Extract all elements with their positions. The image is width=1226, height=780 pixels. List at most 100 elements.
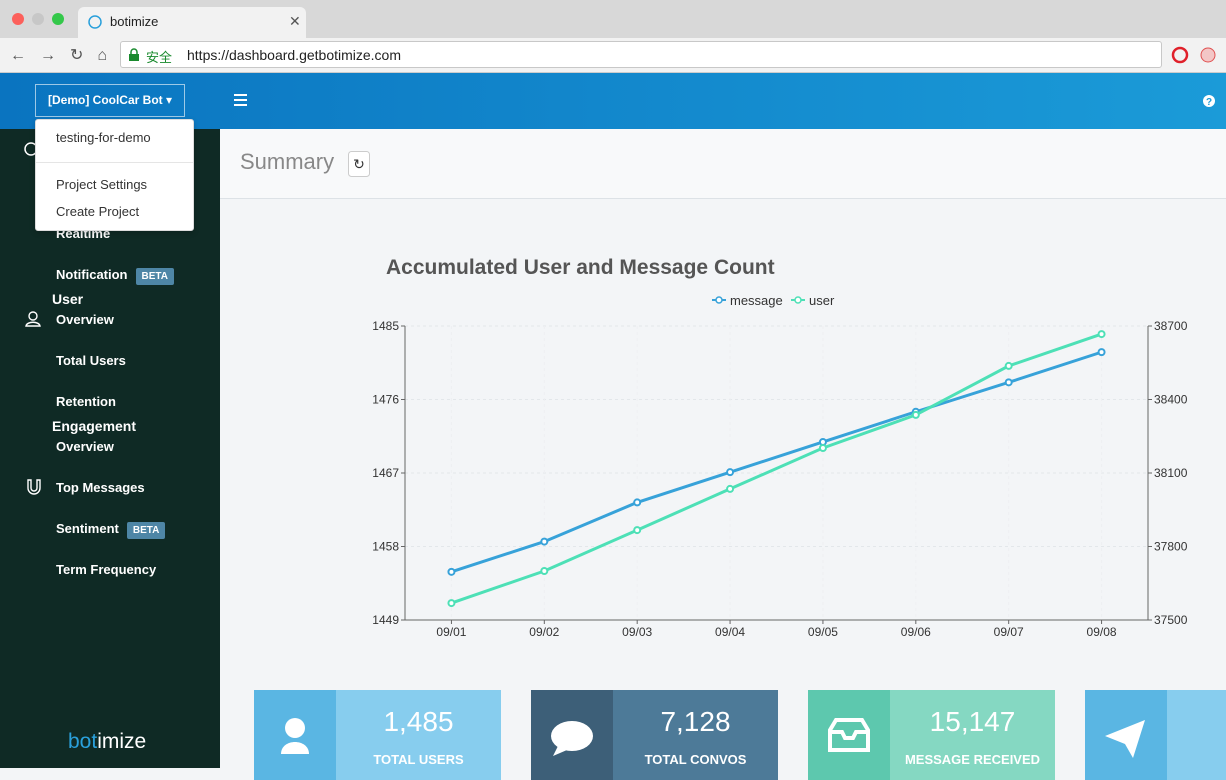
y2-tick-label: 38700 (1154, 319, 1188, 333)
dropdown-item[interactable]: testing-for-demo (56, 130, 151, 145)
data-point (818, 437, 827, 446)
stat-icon-graphic (281, 718, 309, 754)
stat-label: MESSAGE RECEIVED (904, 752, 1041, 767)
svg-text:↻: ↻ (353, 156, 365, 172)
y2-tick-label: 38400 (1154, 393, 1188, 407)
stat-value: 23 (1167, 706, 1226, 738)
sidebar-item[interactable]: Top Messages (56, 480, 145, 495)
sidebar-label: Total Users (56, 353, 126, 368)
sidebar (0, 129, 220, 768)
series-line (450, 332, 1103, 605)
x-tick-label: 09/02 (529, 625, 559, 639)
sidebar-label: Top Messages (56, 480, 145, 495)
stat-card[interactable]: 23 MES (1085, 690, 1226, 780)
data-point (818, 444, 827, 453)
data-point (726, 468, 735, 477)
sidebar-item[interactable]: Sentiment BETA (56, 521, 166, 539)
series-line (450, 350, 1103, 574)
y-tick-label: 1449 (372, 613, 399, 627)
browser-tab[interactable] (78, 7, 306, 38)
help-icon[interactable]: ? (1202, 94, 1216, 108)
stat-icon-graphic (1105, 720, 1145, 758)
y-tick-label: 1485 (372, 319, 399, 333)
summary-bar (220, 129, 1226, 199)
sidebar-label: Term Frequency (56, 562, 157, 577)
dropdown-item[interactable]: Project Settings (56, 177, 148, 192)
stat-label: TOTAL USERS (373, 752, 464, 767)
x-tick-label: 09/03 (622, 625, 652, 639)
data-point (447, 567, 456, 576)
window-controls (12, 13, 64, 25)
legend-marker (715, 296, 723, 304)
sidebar-item[interactable]: Overview (56, 439, 114, 454)
y2-tick-label: 37500 (1154, 613, 1188, 627)
divider (36, 162, 193, 163)
app-header (0, 73, 1226, 129)
stat-value: 1,485 (383, 706, 454, 737)
x-tick-label: 09/06 (901, 625, 931, 639)
stat-card[interactable]: 1,485 TOTAL USERS (254, 690, 501, 780)
legend-label: user (809, 293, 835, 308)
stat-value: 15,147 (929, 706, 1016, 737)
tab-favicon (88, 15, 102, 29)
nav-buttons[interactable]: ←→↻⌂ (10, 47, 122, 64)
url-box[interactable] (120, 41, 1162, 68)
badge: BETA (126, 522, 166, 539)
dropdown-item[interactable]: Create Project (56, 204, 140, 219)
x-tick-label: 09/07 (994, 625, 1024, 639)
y-tick-label: 1458 (372, 540, 399, 554)
data-point (633, 498, 642, 507)
project-dropdown: testing-for-demo Project Settings Create P… (35, 119, 194, 231)
stat-label: MES (1167, 752, 1226, 767)
data-point (540, 567, 549, 575)
stat-card[interactable]: 15,147 MESSAGE RECEIVED (808, 690, 1055, 780)
lock-icon (129, 48, 139, 61)
security-label: 安全 (146, 50, 173, 65)
sidebar-item[interactable]: Notification BETA (56, 267, 174, 285)
stat-card[interactable]: 7,128 TOTAL CONVOS (531, 690, 778, 780)
page-title: Summary (240, 149, 335, 174)
stat-icon (1085, 690, 1167, 780)
menu-toggle[interactable] (234, 94, 248, 106)
sidebar-item[interactable]: Term Frequency (56, 562, 156, 577)
project-selector[interactable]: [Demo] CoolCar Bot ▾ (35, 84, 185, 117)
sidebar-item[interactable]: Retention (56, 394, 116, 409)
stat-icon-graphic (828, 718, 870, 752)
data-point (726, 484, 735, 493)
sidebar-item[interactable]: Total Users (56, 353, 126, 368)
svg-text:?: ? (1206, 97, 1212, 108)
sidebar-section[interactable]: User (52, 291, 84, 307)
data-point (1004, 361, 1013, 370)
engagement-icon (27, 479, 41, 495)
x-tick-label: 09/05 (808, 625, 838, 639)
sidebar-label: Sentiment (56, 521, 119, 536)
x-tick-label: 09/04 (715, 625, 745, 639)
data-point (1097, 348, 1106, 357)
data-point (911, 410, 920, 419)
sidebar-label: Notification (56, 267, 128, 282)
stat-icon (254, 690, 336, 780)
refresh-button[interactable]: ↻ (348, 151, 370, 177)
data-point (633, 526, 642, 535)
y-tick-label: 1476 (372, 393, 399, 407)
user-icon (25, 311, 41, 327)
legend-label: message (730, 293, 783, 308)
stat-icon-graphic (551, 721, 593, 756)
project-name: [Demo] CoolCar Bot (47, 93, 163, 107)
sidebar-item[interactable]: Overview (56, 312, 114, 327)
data-point (1097, 330, 1106, 339)
x-tick-label: 09/08 (1087, 625, 1117, 639)
stat-icon (808, 690, 890, 780)
data-point (540, 537, 549, 546)
data-point (1004, 378, 1013, 387)
logo: botimize (68, 730, 146, 754)
badge: BETA (135, 268, 174, 285)
stat-icon (531, 690, 613, 780)
y2-tick-label: 38100 (1154, 466, 1188, 480)
sidebar-label: Retention (56, 394, 116, 409)
logo-part: imize (97, 730, 147, 753)
sidebar-section[interactable]: Engagement (52, 418, 137, 434)
data-point (447, 599, 456, 608)
tab-close[interactable]: ✕ (289, 13, 301, 29)
